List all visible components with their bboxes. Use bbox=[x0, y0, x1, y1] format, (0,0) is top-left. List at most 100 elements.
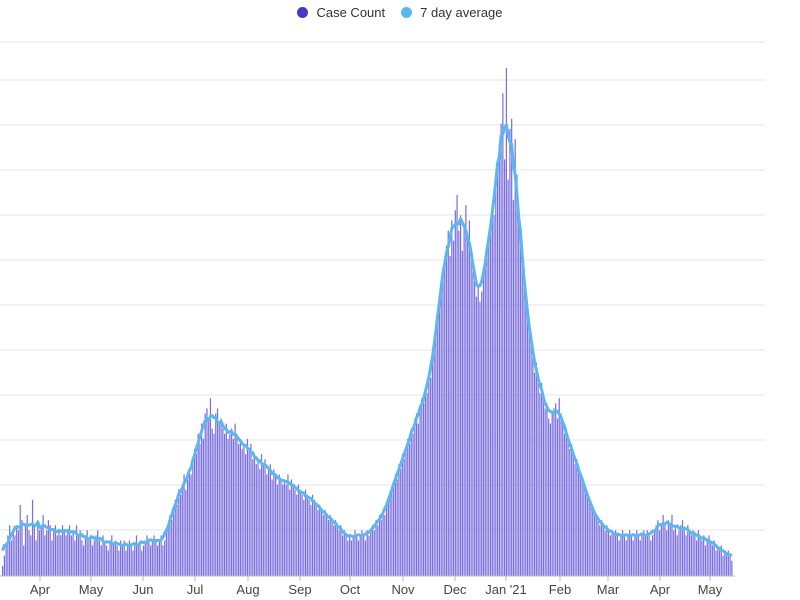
case-count-bar[interactable] bbox=[482, 276, 485, 576]
case-count-bar[interactable] bbox=[236, 433, 238, 576]
case-count-bar[interactable] bbox=[334, 520, 337, 576]
case-count-bar[interactable] bbox=[687, 525, 689, 576]
case-count-bar[interactable] bbox=[246, 438, 249, 576]
case-count-bar[interactable] bbox=[17, 530, 20, 576]
case-count-bar[interactable] bbox=[475, 296, 478, 576]
case-count-bar[interactable] bbox=[660, 525, 663, 576]
case-count-bar[interactable] bbox=[394, 474, 397, 576]
case-count-bar[interactable] bbox=[412, 433, 414, 576]
case-count-bar[interactable] bbox=[201, 423, 203, 576]
case-count-bar[interactable] bbox=[401, 454, 404, 576]
case-count-bar[interactable] bbox=[467, 235, 469, 576]
case-count-bar[interactable] bbox=[604, 530, 606, 576]
case-count-bar[interactable] bbox=[209, 398, 212, 576]
case-count-bar[interactable] bbox=[465, 205, 467, 576]
case-count-bar[interactable] bbox=[23, 545, 25, 576]
case-count-bar[interactable] bbox=[238, 443, 240, 576]
case-count-bar[interactable] bbox=[322, 515, 324, 576]
case-count-bar[interactable] bbox=[267, 469, 270, 576]
case-count-bar[interactable] bbox=[111, 535, 113, 576]
case-count-bar[interactable] bbox=[463, 225, 465, 577]
case-count-bar[interactable] bbox=[232, 438, 234, 576]
case-count-bar[interactable] bbox=[266, 474, 268, 576]
case-count-bar[interactable] bbox=[713, 540, 715, 576]
case-count-bar[interactable] bbox=[165, 530, 168, 576]
case-count-bar[interactable] bbox=[386, 504, 388, 576]
case-count-bar[interactable] bbox=[134, 545, 136, 576]
case-count-bar[interactable] bbox=[285, 484, 287, 576]
case-count-bar[interactable] bbox=[431, 357, 434, 576]
case-count-bar[interactable] bbox=[194, 449, 196, 576]
case-count-bar[interactable] bbox=[60, 535, 62, 576]
case-count-bar[interactable] bbox=[620, 535, 622, 576]
case-count-bar[interactable] bbox=[708, 535, 710, 576]
case-count-bar[interactable] bbox=[577, 469, 580, 576]
case-count-bar[interactable] bbox=[306, 494, 308, 576]
case-count-bar[interactable] bbox=[7, 535, 9, 576]
case-count-bar[interactable] bbox=[361, 530, 363, 576]
case-count-bar[interactable] bbox=[632, 540, 634, 576]
case-count-bar[interactable] bbox=[592, 509, 594, 576]
case-count-bar[interactable] bbox=[313, 499, 316, 576]
case-count-bar[interactable] bbox=[320, 509, 323, 576]
case-count-bar[interactable] bbox=[359, 535, 361, 576]
case-count-bar[interactable] bbox=[636, 530, 638, 576]
case-count-bar[interactable] bbox=[648, 535, 650, 576]
case-count-bar[interactable] bbox=[699, 535, 701, 576]
case-count-bar[interactable] bbox=[3, 555, 5, 576]
case-count-bar[interactable] bbox=[461, 250, 463, 576]
case-count-bar[interactable] bbox=[183, 474, 185, 576]
case-count-bar[interactable] bbox=[414, 418, 416, 576]
case-count-bar[interactable] bbox=[225, 423, 227, 576]
case-count-bar[interactable] bbox=[627, 535, 629, 576]
case-count-bar[interactable] bbox=[74, 540, 76, 576]
case-count-bar[interactable] bbox=[178, 489, 180, 576]
case-count-bar[interactable] bbox=[609, 535, 611, 576]
case-count-bar[interactable] bbox=[135, 535, 138, 576]
case-count-bar[interactable] bbox=[525, 296, 527, 576]
case-count-bar[interactable] bbox=[500, 123, 502, 576]
case-count-bar[interactable] bbox=[250, 443, 252, 576]
case-count-bar[interactable] bbox=[405, 449, 407, 576]
case-count-bar[interactable] bbox=[63, 530, 65, 576]
case-count-bar[interactable] bbox=[380, 520, 382, 576]
case-count-bar[interactable] bbox=[179, 494, 182, 576]
case-count-bar[interactable] bbox=[155, 540, 157, 576]
legend-item-case-count[interactable]: Case Count bbox=[297, 5, 385, 20]
case-count-bar[interactable] bbox=[574, 464, 576, 576]
case-count-bar[interactable] bbox=[125, 550, 127, 576]
case-count-bar[interactable] bbox=[86, 530, 88, 576]
case-count-bar[interactable] bbox=[611, 530, 613, 576]
case-count-bar[interactable] bbox=[202, 438, 205, 576]
case-count-bar[interactable] bbox=[280, 479, 282, 576]
case-count-bar[interactable] bbox=[37, 520, 39, 576]
case-count-bar[interactable] bbox=[722, 555, 724, 576]
case-count-bar[interactable] bbox=[301, 494, 303, 576]
case-count-bar[interactable] bbox=[643, 530, 645, 576]
case-count-bar[interactable] bbox=[572, 454, 574, 576]
case-count-bar[interactable] bbox=[10, 540, 13, 576]
case-count-bar[interactable] bbox=[452, 240, 455, 576]
case-count-bar[interactable] bbox=[486, 250, 488, 576]
case-count-bar[interactable] bbox=[407, 438, 409, 576]
case-count-bar[interactable] bbox=[683, 530, 685, 576]
case-count-bar[interactable] bbox=[393, 484, 395, 576]
case-count-bar[interactable] bbox=[127, 545, 129, 576]
case-count-bar[interactable] bbox=[634, 535, 636, 576]
case-count-bar[interactable] bbox=[49, 525, 51, 576]
case-count-bar[interactable] bbox=[629, 530, 631, 576]
case-count-bar[interactable] bbox=[102, 535, 104, 576]
case-count-bar[interactable] bbox=[75, 525, 78, 576]
case-count-bar[interactable] bbox=[65, 535, 67, 576]
case-count-bar[interactable] bbox=[308, 499, 310, 576]
case-count-bar[interactable] bbox=[112, 545, 115, 576]
case-count-bar[interactable] bbox=[186, 479, 189, 576]
case-count-bar[interactable] bbox=[227, 438, 229, 576]
case-count-bar[interactable] bbox=[600, 520, 603, 576]
case-count-bar[interactable] bbox=[230, 428, 233, 576]
case-count-bar[interactable] bbox=[51, 540, 53, 576]
case-count-bar[interactable] bbox=[685, 535, 687, 576]
case-count-bar[interactable] bbox=[400, 469, 402, 576]
case-count-bar[interactable] bbox=[162, 545, 164, 576]
case-count-bar[interactable] bbox=[630, 535, 633, 576]
